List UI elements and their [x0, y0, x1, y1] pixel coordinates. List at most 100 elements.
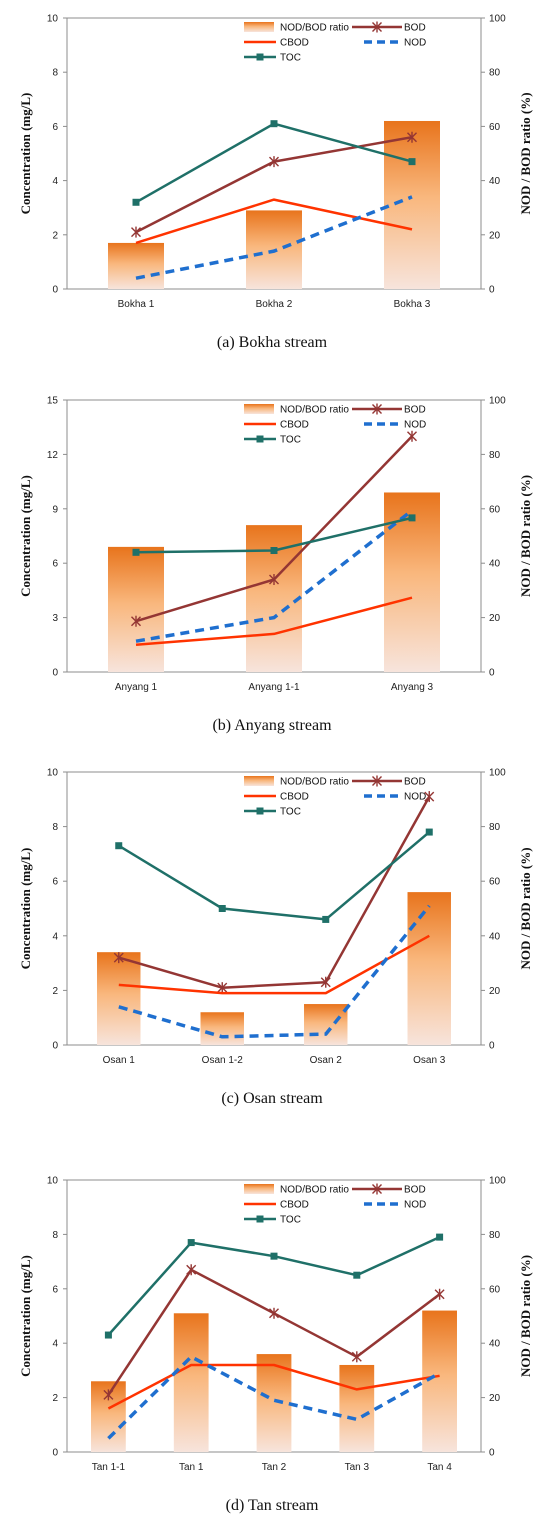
- toc-marker: [322, 915, 330, 923]
- toc-marker: [436, 1233, 444, 1241]
- legend-bod-marker: [372, 403, 382, 415]
- right-tick-label: 0: [489, 1041, 495, 1052]
- legend-label-nod: NOD: [404, 420, 426, 431]
- ratio-bar: [384, 120, 440, 289]
- toc-marker: [270, 1252, 278, 1260]
- left-tick-label: 15: [47, 396, 59, 407]
- right-tick-label: 60: [489, 122, 501, 133]
- toc-marker: [408, 514, 416, 522]
- legend-swatch-ratio: [244, 22, 274, 32]
- bod-marker: [131, 615, 141, 627]
- legend-label-toc: TOC: [280, 1215, 301, 1226]
- legend: NOD/BOD ratio BOD CBOD NOD TOC: [244, 1183, 426, 1226]
- left-tick-label: 4: [52, 1339, 58, 1350]
- right-tick-label: 20: [489, 986, 501, 997]
- bod-marker: [424, 791, 435, 803]
- right-tick-label: 40: [489, 1339, 501, 1350]
- toc-marker: [187, 1239, 195, 1247]
- toc-marker: [132, 548, 140, 556]
- toc-marker: [115, 842, 123, 850]
- series-line-cbod: [135, 596, 413, 647]
- legend-label-bod: BOD: [404, 777, 426, 788]
- legend-label-ratio: NOD/BOD ratio: [280, 23, 349, 34]
- right-tick-label: 80: [489, 1230, 501, 1241]
- panel-caption: (a) Bokha stream: [217, 334, 328, 351]
- category-label: Bokha 3: [394, 299, 431, 310]
- series-line-bod: [118, 795, 431, 989]
- bod-marker: [269, 1307, 279, 1319]
- category-label: Tan 1-1: [92, 1462, 126, 1473]
- right-tick-label: 20: [489, 230, 501, 241]
- category-label: Osan 1-2: [202, 1055, 244, 1066]
- legend-label-toc: TOC: [280, 807, 301, 818]
- legend-label-bod: BOD: [404, 405, 426, 416]
- right-tick-label: 0: [489, 1448, 495, 1459]
- legend-bod-marker: [372, 1183, 382, 1195]
- category-label: Anyang 3: [391, 682, 434, 693]
- toc-marker: [270, 547, 278, 555]
- series-line-toc: [118, 831, 431, 921]
- ratio-bar: [200, 1012, 244, 1045]
- legend: NOD/BOD ratio BOD CBOD NOD TOC: [244, 775, 426, 818]
- bod-marker: [407, 430, 417, 442]
- bod-marker: [103, 1389, 114, 1401]
- series-line-nod: [135, 509, 414, 643]
- bod-marker: [269, 156, 279, 168]
- left-tick-label: 0: [52, 285, 58, 296]
- legend-label-cbod: CBOD: [280, 1200, 309, 1211]
- left-tick-label: 3: [52, 613, 58, 624]
- right-tick-label: 100: [489, 14, 506, 25]
- left-axis-label: Concentration (mg/L): [18, 1255, 33, 1377]
- series-line-cbod: [135, 198, 413, 245]
- bod-marker: [269, 574, 279, 586]
- category-label: Bokha 2: [256, 299, 293, 310]
- legend: NOD/BOD ratio BOD CBOD NOD TOC: [244, 403, 426, 446]
- right-tick-label: 100: [489, 768, 506, 779]
- bod-marker: [131, 226, 141, 238]
- legend-bod-marker: [372, 21, 382, 33]
- right-tick-label: 60: [489, 1284, 501, 1295]
- left-tick-label: 10: [47, 768, 59, 779]
- series-line-cbod: [107, 1363, 440, 1410]
- panel-caption: (d) Tan stream: [226, 1497, 319, 1514]
- left-tick-label: 10: [47, 1176, 59, 1187]
- left-tick-label: 6: [52, 877, 58, 888]
- legend-label-nod: NOD: [404, 1200, 426, 1211]
- ratio-bar: [339, 1364, 375, 1452]
- ratio-bar: [256, 1354, 292, 1452]
- toc-marker: [408, 158, 416, 166]
- bod-marker: [186, 1264, 197, 1276]
- right-tick-label: 40: [489, 559, 501, 570]
- right-tick-label: 0: [489, 668, 495, 679]
- bod-marker: [113, 952, 124, 964]
- right-tick-label: 80: [489, 450, 501, 461]
- category-label: Tan 3: [345, 1462, 370, 1473]
- plot-area: [66, 771, 482, 1046]
- left-axis-label: Concentration (mg/L): [18, 475, 33, 597]
- left-tick-label: 8: [52, 68, 58, 79]
- category-label: Osan 1: [103, 1055, 136, 1066]
- legend-swatch-ratio: [244, 404, 274, 414]
- toc-marker: [132, 198, 140, 206]
- right-axis-label: NOD / BOD ratio (%): [518, 475, 533, 597]
- toc-marker: [270, 120, 278, 128]
- legend-label-nod: NOD: [404, 38, 426, 49]
- bod-marker: [351, 1351, 362, 1363]
- ratio-bar: [304, 1004, 348, 1045]
- left-tick-label: 9: [52, 504, 58, 515]
- category-label: Osan 2: [310, 1055, 343, 1066]
- right-tick-label: 20: [489, 613, 501, 624]
- category-label: Anyang 1: [115, 682, 158, 693]
- left-tick-label: 6: [52, 559, 58, 570]
- left-tick-label: 10: [47, 14, 59, 25]
- series-line-nod: [118, 904, 431, 1039]
- series-line-nod: [135, 195, 413, 280]
- legend-label-bod: BOD: [404, 23, 426, 34]
- legend-toc-marker: [256, 53, 264, 61]
- left-tick-label: 0: [52, 1448, 58, 1459]
- category-label: Osan 3: [413, 1055, 446, 1066]
- legend-label-cbod: CBOD: [280, 792, 309, 803]
- left-tick-label: 12: [47, 450, 59, 461]
